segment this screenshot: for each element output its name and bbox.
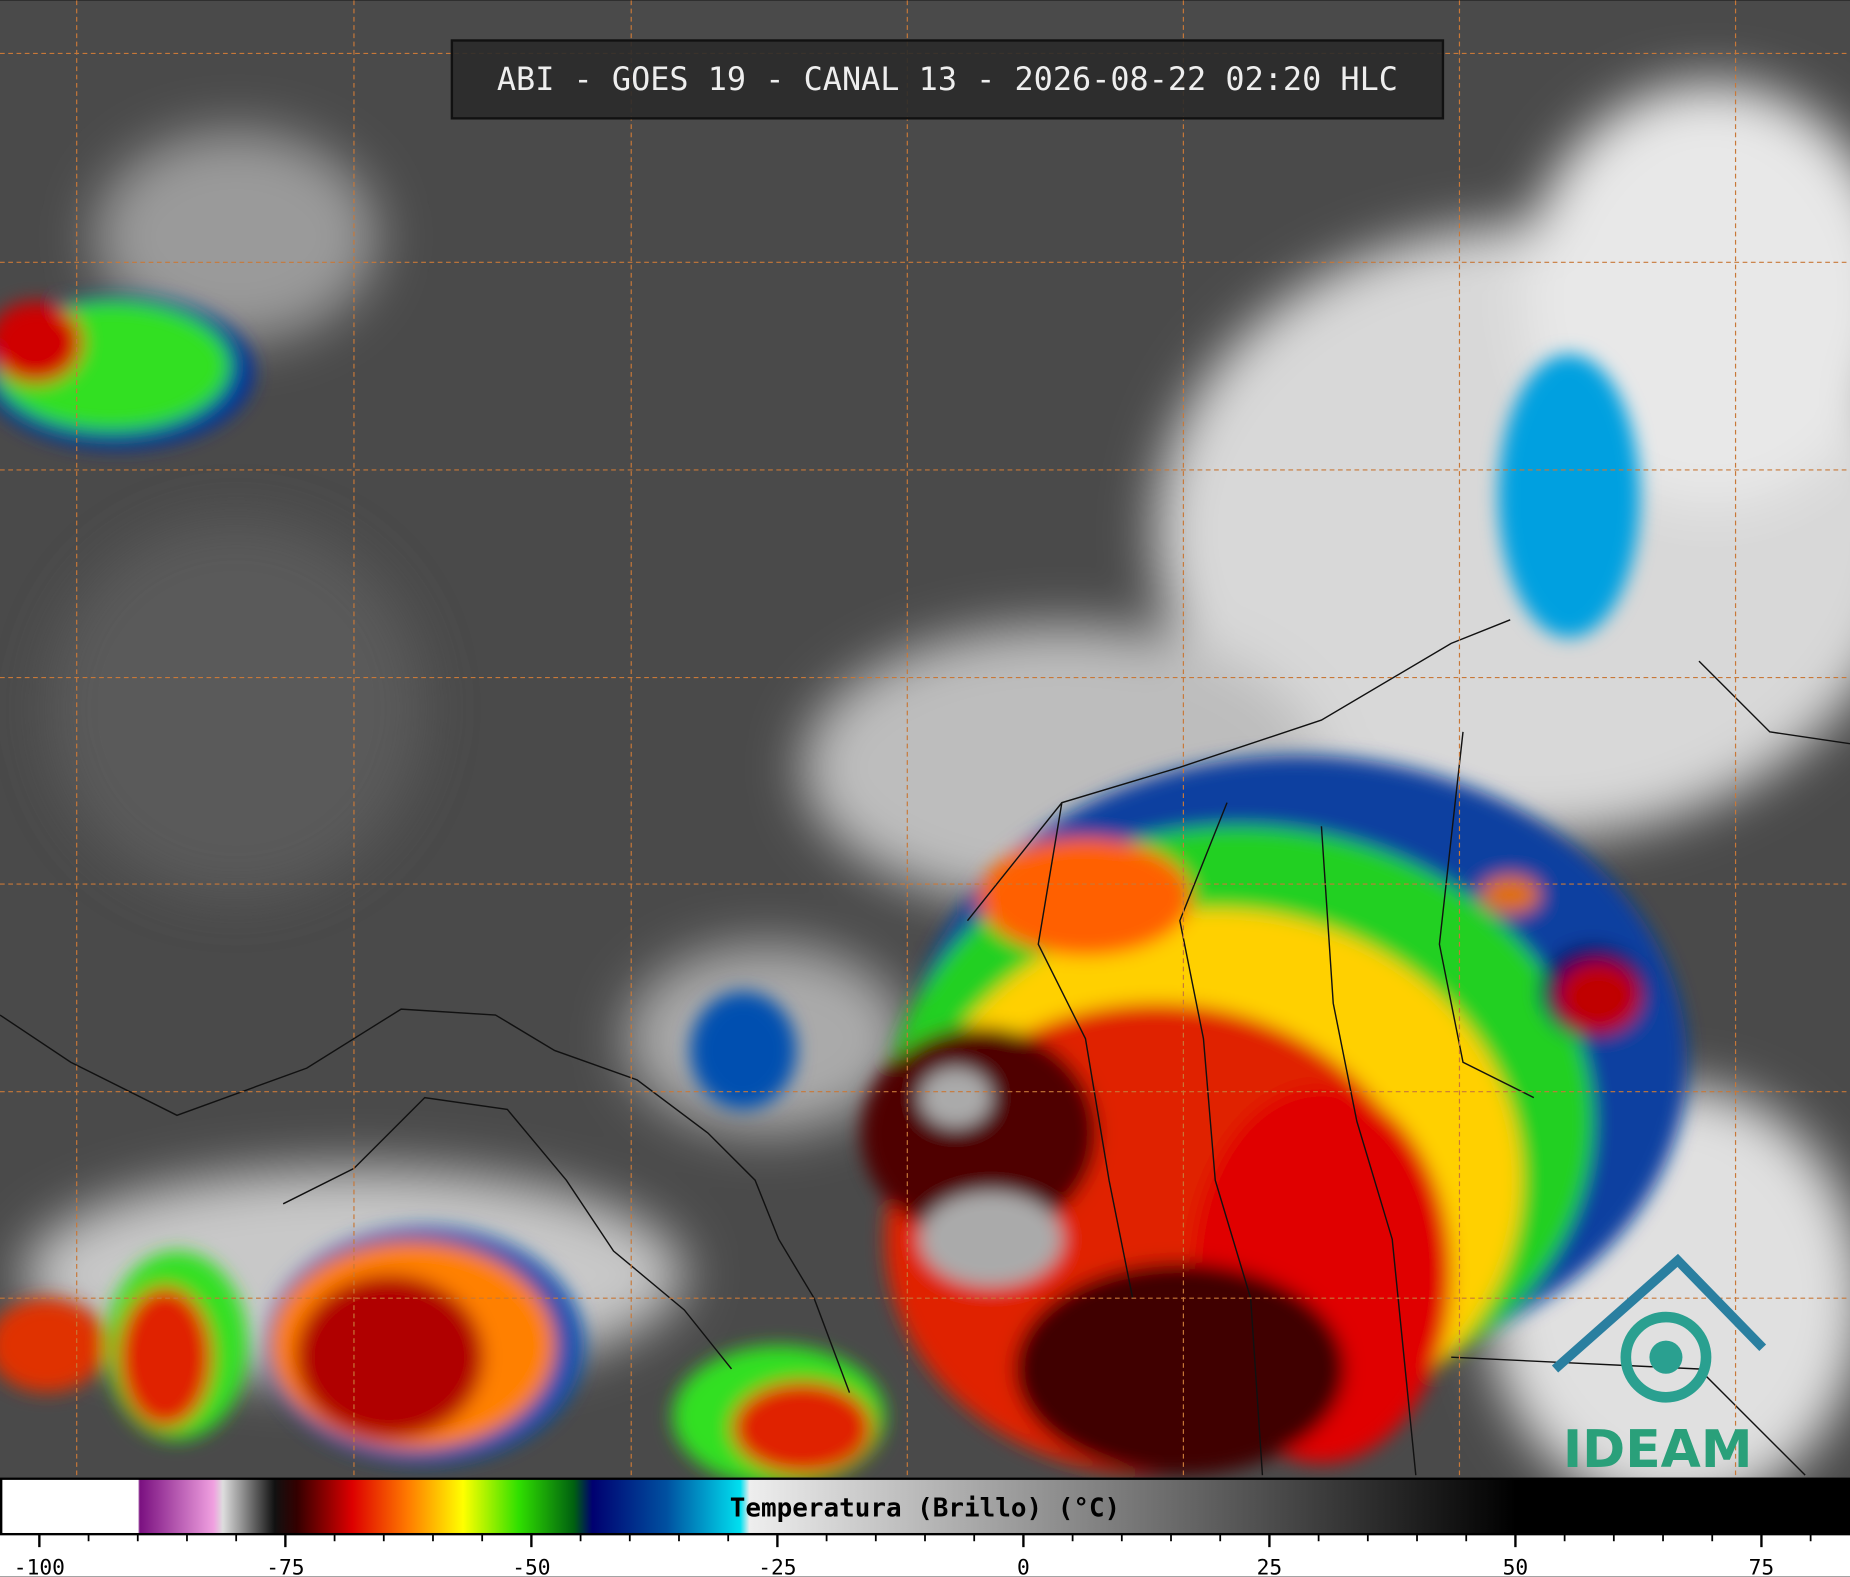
logo-eye — [1649, 1340, 1683, 1374]
tick-label: 0 — [1017, 1555, 1030, 1577]
tick-label: 50 — [1503, 1555, 1529, 1577]
logo-swirl — [1620, 1311, 1712, 1403]
title-box — [450, 39, 1445, 120]
colorbar-ticks: -100 -75 -50 -25 0 25 50 75 — [14, 1534, 1812, 1577]
tick-label: -75 — [266, 1555, 304, 1577]
tick-label: -50 — [512, 1555, 550, 1577]
colorbar — [0, 1477, 1850, 1536]
tick-label: 25 — [1257, 1555, 1283, 1577]
convection — [0, 295, 1688, 1487]
logo-roof — [1551, 1253, 1767, 1373]
tick-label: -100 — [14, 1555, 65, 1577]
title: ABI - GOES 19 - CANAL 13 - 2026-08-22 02… — [497, 60, 1398, 98]
graticule — [0, 0, 1850, 1478]
tick-label: -25 — [758, 1555, 796, 1577]
colorbar-label: Temperatura (Brillo) (°C) — [730, 1493, 1120, 1523]
logo-text: IDEAM — [1563, 1420, 1753, 1480]
logo: IDEAM — [1551, 1253, 1767, 1480]
tick-label: 75 — [1749, 1555, 1775, 1577]
